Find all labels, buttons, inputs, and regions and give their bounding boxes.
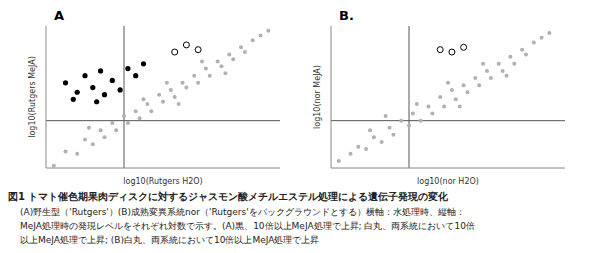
- html-text:図1 トマト催色期果肉ディスクに対するジャスモン酸メチルエス: 図1 トマト催色期果肉ディスクに対するジャスモン酸メチルエステル処理による遺伝子…: [8, 191, 449, 202]
- html-text:A: A: [54, 8, 65, 23]
- html-text:以上MeJA処理で上昇; (B)白丸、両系統において10倍以: 以上MeJA処理で上昇; (B)白丸、両系統において10倍以上MeJA処理で上昇: [20, 235, 320, 245]
- svg-text:log10(Rutgers MeJA): log10(Rutgers MeJA): [28, 56, 37, 138]
- svg-text:log10(nor H2O): log10(nor H2O): [417, 177, 479, 186]
- html-text:(A)野生型（'Rutgers'）(B)成熟変異系統nor（: (A)野生型（'Rutgers'）(B)成熟変異系統nor（'Rutgers'を…: [20, 207, 465, 217]
- html-text:MeJA処理時の発現レベルをそれぞれ対数で示す。(A)黒、1: MeJA処理時の発現レベルをそれぞれ対数で示す。(A)黒、10倍以上MeJA処理…: [20, 221, 475, 231]
- svg-text:log10(Rutgers H2O): log10(Rutgers H2O): [123, 177, 202, 186]
- html-text:B.: B.: [339, 8, 354, 23]
- svg-text:log10(nor MeJA): log10(nor MeJA): [313, 65, 322, 129]
